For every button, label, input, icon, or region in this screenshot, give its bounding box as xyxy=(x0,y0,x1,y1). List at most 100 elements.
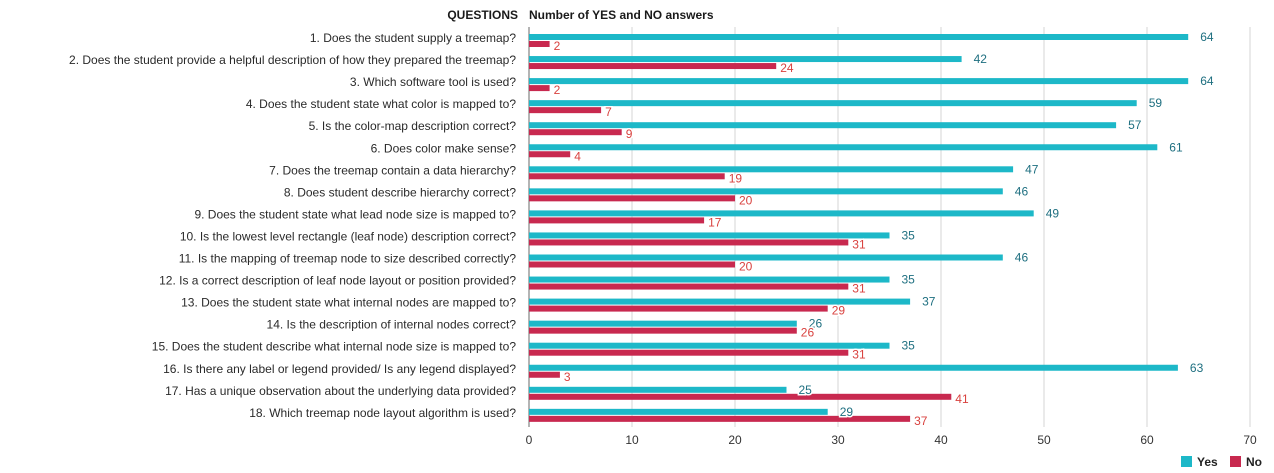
bar-no xyxy=(529,195,735,202)
x-tick-label: 60 xyxy=(1140,433,1154,447)
bar-yes xyxy=(529,144,1158,151)
x-tick-label: 40 xyxy=(934,433,948,447)
x-tick-label: 30 xyxy=(831,433,845,447)
bar-no xyxy=(529,129,622,136)
bar-yes xyxy=(529,78,1189,85)
bar-yes xyxy=(529,34,1189,40)
value-label-yes: 64 xyxy=(1200,30,1214,44)
bar-no xyxy=(529,107,602,114)
question-label: 5. Is the color-map description correct? xyxy=(309,119,517,133)
bars xyxy=(529,34,1189,422)
bar-no xyxy=(529,283,849,290)
bar-no xyxy=(529,217,705,224)
value-label-yes: 61 xyxy=(1169,140,1183,154)
bar-no xyxy=(529,239,849,246)
value-label-yes: 47 xyxy=(1025,162,1039,176)
bar-yes xyxy=(529,100,1137,107)
value-label-no: 17 xyxy=(708,215,722,229)
bar-yes xyxy=(529,166,1014,173)
bar-yes xyxy=(529,408,828,415)
value-label-no: 3 xyxy=(564,370,571,384)
grid-lines xyxy=(528,27,1251,427)
value-label-yes: 35 xyxy=(902,339,916,353)
bar-yes xyxy=(529,210,1034,217)
value-label-no: 31 xyxy=(852,348,866,362)
bar-no xyxy=(529,85,550,92)
question-label: 13. Does the student state what internal… xyxy=(181,296,516,310)
value-label-yes: 42 xyxy=(974,52,988,66)
bar-no xyxy=(529,151,571,158)
value-label-yes: 46 xyxy=(1015,251,1029,265)
bar-yes xyxy=(529,364,1178,371)
question-label: 2. Does the student provide a helpful de… xyxy=(69,53,516,67)
value-label-no: 2 xyxy=(554,39,561,53)
question-label: 17. Has a unique observation about the u… xyxy=(165,384,516,398)
bar-no xyxy=(529,349,849,356)
bar-no xyxy=(529,261,735,268)
legend: Yes No xyxy=(1181,455,1262,469)
question-label: 12. Is a correct description of leaf nod… xyxy=(159,274,516,288)
value-label-yes: 25 xyxy=(799,383,813,397)
bar-no xyxy=(529,415,911,422)
value-labels: 64 2 42 24 64 2 59 7 57 9 61 4 47 19 46 20 49 17 35 31 46 20 3… xyxy=(552,29,1215,430)
bar-yes xyxy=(529,56,962,63)
bar-no xyxy=(529,327,797,334)
question-label: 6. Does color make sense? xyxy=(371,141,517,155)
value-label-no: 2 xyxy=(554,83,561,97)
bar-no xyxy=(529,393,952,400)
value-label-no: 4 xyxy=(574,149,581,163)
x-tick-label: 70 xyxy=(1243,433,1257,447)
question-label: 16. Is there any label or legend provide… xyxy=(163,362,516,376)
question-label: 9. Does the student state what lead node… xyxy=(194,207,516,221)
value-label-yes: 59 xyxy=(1149,96,1163,110)
value-label-yes: 37 xyxy=(922,295,936,309)
value-label-yes: 29 xyxy=(840,405,854,419)
question-label: 14. Is the description of internal nodes… xyxy=(267,318,517,332)
bar-yes xyxy=(529,188,1003,195)
value-label-no: 31 xyxy=(852,282,866,296)
question-labels: 1. Does the student supply a treemap? 2. … xyxy=(69,31,516,420)
bar-no xyxy=(529,63,777,70)
bar-yes xyxy=(529,386,787,393)
value-label-yes: 49 xyxy=(1046,206,1060,220)
value-label-no: 19 xyxy=(729,171,743,185)
legend-label-yes: Yes xyxy=(1197,455,1218,469)
value-label-no: 41 xyxy=(955,392,969,406)
value-label-no: 20 xyxy=(739,193,753,207)
bar-no xyxy=(529,41,550,47)
x-tick-label: 50 xyxy=(1037,433,1051,447)
value-label-no: 31 xyxy=(852,237,866,251)
header-questions: QUESTIONS xyxy=(447,8,518,22)
x-tick-label: 0 xyxy=(526,433,533,447)
value-label-no: 37 xyxy=(914,414,928,428)
question-label: 10. Is the lowest level rectangle (leaf … xyxy=(180,229,517,243)
question-label: 18. Which treemap node layout algorithm … xyxy=(249,406,516,420)
question-label: 11. Is the mapping of treemap node to si… xyxy=(179,252,517,266)
bar-no xyxy=(529,173,725,180)
bar-yes xyxy=(529,122,1117,129)
bar-no xyxy=(529,305,828,312)
question-label: 8. Does student describe hierarchy corre… xyxy=(284,185,516,199)
value-label-yes: 35 xyxy=(902,228,916,242)
bar-yes xyxy=(529,276,890,283)
value-label-yes: 46 xyxy=(1015,184,1029,198)
value-label-no: 7 xyxy=(605,105,612,119)
legend-label-no: No xyxy=(1246,455,1262,469)
value-label-yes: 63 xyxy=(1190,361,1204,375)
bar-yes xyxy=(529,320,797,327)
value-label-yes: 35 xyxy=(902,273,916,287)
value-label-no: 20 xyxy=(739,260,753,274)
x-tick-label: 20 xyxy=(728,433,742,447)
bar-yes xyxy=(529,342,890,349)
question-label: 4. Does the student state what color is … xyxy=(246,97,516,111)
bar-yes xyxy=(529,298,911,305)
question-label: 1. Does the student supply a treemap? xyxy=(310,31,516,45)
value-label-no: 24 xyxy=(780,61,794,75)
bar-no xyxy=(529,371,560,378)
value-label-yes: 26 xyxy=(809,317,823,331)
x-tick-label: 10 xyxy=(625,433,639,447)
bar-yes xyxy=(529,232,890,239)
value-label-yes: 64 xyxy=(1200,74,1214,88)
legend-swatch-yes xyxy=(1181,456,1192,467)
